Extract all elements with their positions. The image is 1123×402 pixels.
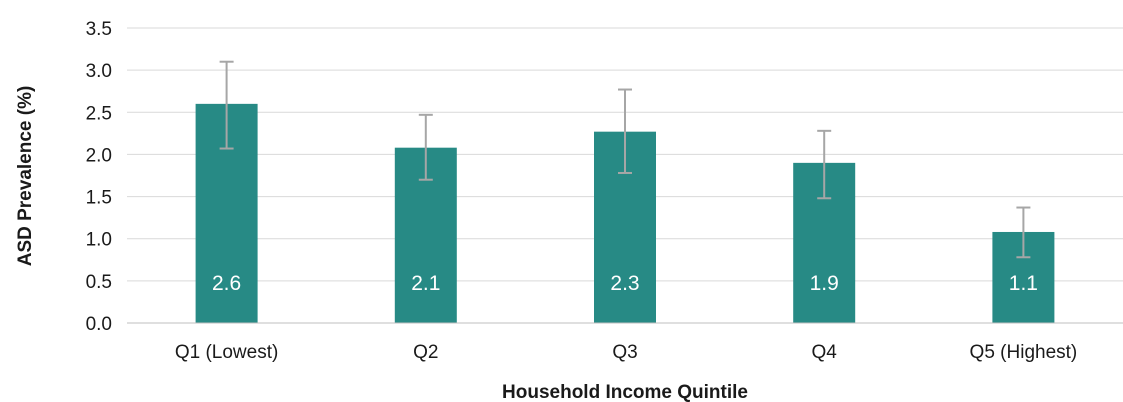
y-tick-label: 3.0 <box>86 61 112 82</box>
y-tick-label: 3.5 <box>86 19 112 40</box>
y-axis-ticks: 0.0 0.5 1.0 1.5 2.0 2.5 3.0 3.5 <box>86 19 112 335</box>
x-category-label: Q5 (Highest) <box>970 342 1078 363</box>
y-tick-label: 0.0 <box>86 314 112 335</box>
y-tick-label: 1.0 <box>86 230 112 251</box>
x-axis-categories: Q1 (Lowest) Q2 Q3 Q4 Q5 (Highest) <box>175 342 1077 363</box>
error-bars <box>219 60 1031 259</box>
data-label: 1.9 <box>810 272 839 295</box>
y-tick-label: 2.5 <box>86 103 112 124</box>
y-tick-label: 2.0 <box>86 145 112 166</box>
y-tick-label: 1.5 <box>86 188 112 209</box>
data-label: 1.1 <box>1009 272 1038 295</box>
y-axis-title: ASD Prevalence (%) <box>15 86 36 267</box>
x-axis-title: Household Income Quintile <box>502 382 748 402</box>
x-category-label: Q4 <box>812 342 838 363</box>
data-labels: 2.6 2.1 2.3 1.9 1.1 <box>212 272 1038 295</box>
y-tick-label: 0.5 <box>86 272 112 293</box>
data-label: 2.6 <box>212 272 241 295</box>
x-category-label: Q2 <box>413 342 438 363</box>
x-category-label: Q3 <box>612 342 637 363</box>
data-label: 2.3 <box>610 272 639 295</box>
x-category-label: Q1 (Lowest) <box>175 342 278 363</box>
data-label: 2.1 <box>411 272 440 295</box>
